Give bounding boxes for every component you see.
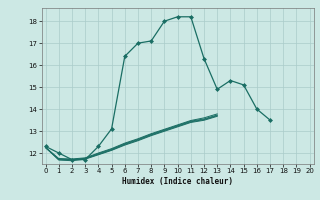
X-axis label: Humidex (Indice chaleur): Humidex (Indice chaleur): [122, 177, 233, 186]
